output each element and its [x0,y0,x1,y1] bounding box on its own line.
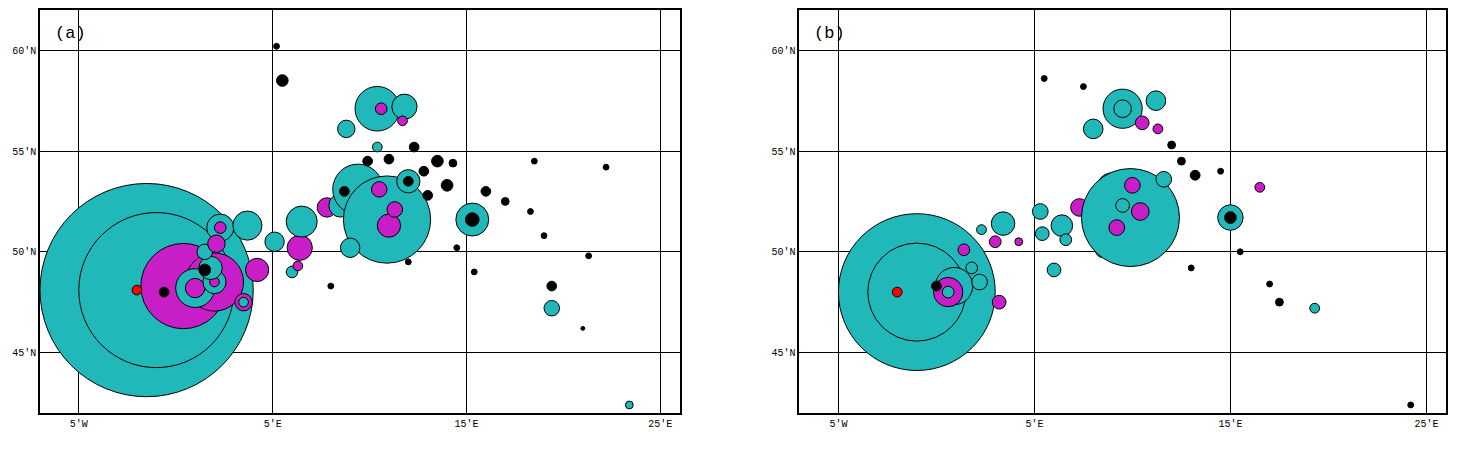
svg-text:50'N: 50'N [771,247,795,258]
svg-text:5'E: 5'E [264,419,282,430]
svg-text:45'N: 45'N [771,348,795,359]
svg-text:15'E: 15'E [1218,419,1242,430]
svg-text:5'E: 5'E [1025,419,1043,430]
svg-text:50'N: 50'N [12,247,36,258]
svg-text:55'N: 55'N [12,147,36,158]
svg-text:60'N: 60'N [12,46,36,57]
svg-text:25'E: 25'E [648,419,672,430]
svg-text:45'N: 45'N [12,348,36,359]
svg-text:60'N: 60'N [771,46,795,57]
svg-text:5'W: 5'W [829,419,847,430]
svg-text:5'W: 5'W [70,419,88,430]
svg-text:15'E: 15'E [454,419,478,430]
svg-text:25'E: 25'E [1414,419,1438,430]
svg-text:(b): (b) [814,24,845,43]
svg-text:55'N: 55'N [771,147,795,158]
svg-text:(a): (a) [55,24,86,43]
